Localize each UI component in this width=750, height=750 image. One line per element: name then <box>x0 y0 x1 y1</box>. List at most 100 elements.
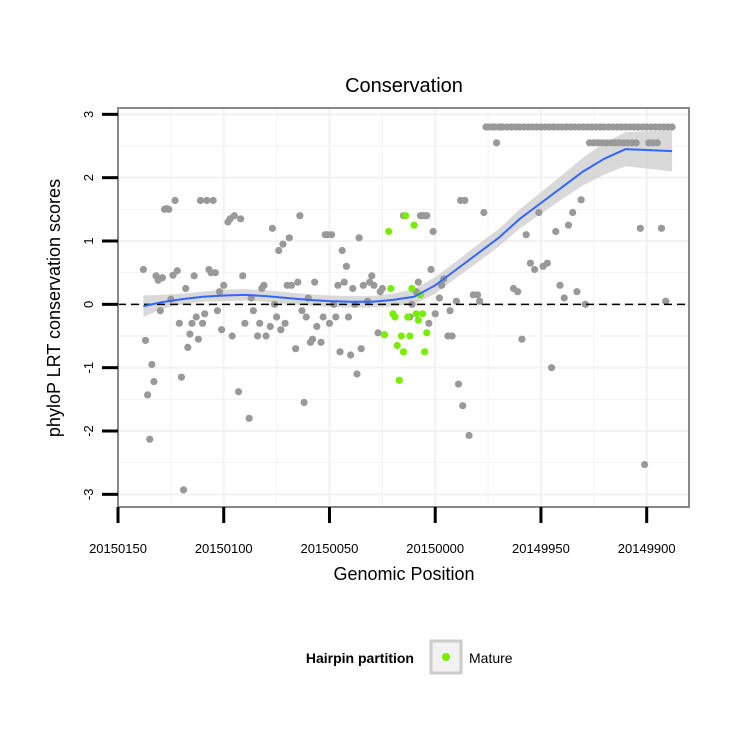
data-point <box>150 378 158 386</box>
data-point <box>141 336 150 345</box>
data-point <box>577 196 585 204</box>
data-point <box>188 319 196 327</box>
data-point <box>209 196 217 205</box>
data-point <box>492 139 501 147</box>
data-point <box>253 332 262 340</box>
chart-title: Conservation <box>345 75 463 97</box>
panel-border <box>117 107 690 508</box>
data-point <box>196 196 205 205</box>
data-point <box>340 278 348 286</box>
data-point <box>156 307 164 315</box>
data-point <box>173 267 181 275</box>
data-point <box>425 319 433 327</box>
data-point <box>459 402 467 410</box>
data-point <box>461 196 469 205</box>
data-point <box>653 139 661 147</box>
data-point <box>175 319 183 327</box>
data-point <box>158 274 167 282</box>
x-tick-label: 20150050 <box>301 541 359 556</box>
data-point <box>268 224 276 232</box>
data-point <box>165 205 173 213</box>
data-point <box>218 326 226 334</box>
data-point <box>262 332 270 340</box>
data-point <box>281 319 289 327</box>
data-point <box>347 351 355 359</box>
data-point <box>657 224 666 232</box>
data-point <box>234 388 243 396</box>
data-point <box>518 335 526 343</box>
data-point <box>514 288 522 296</box>
mature-point <box>408 284 416 293</box>
data-point <box>332 313 340 321</box>
data-point <box>526 259 534 267</box>
data-point <box>522 231 530 239</box>
data-point <box>325 319 334 327</box>
data-point <box>569 208 577 217</box>
data-point <box>249 307 257 315</box>
data-point <box>319 313 327 321</box>
data-point <box>437 281 446 289</box>
mature-point <box>406 332 414 340</box>
data-point <box>317 338 325 346</box>
data-point <box>435 294 444 302</box>
data-point <box>473 291 482 299</box>
y-axis-title: phyloP LRT conservation scores <box>44 179 64 437</box>
data-point <box>349 284 357 293</box>
x-tick-label: 20149950 <box>512 541 570 556</box>
mature-point <box>412 310 420 318</box>
data-point <box>446 307 454 315</box>
y-tick-label: -1 <box>81 362 96 374</box>
legend: Hairpin partition Mature <box>306 639 513 675</box>
x-tick-label: 20150100 <box>195 541 253 556</box>
data-point <box>448 332 456 340</box>
mature-point <box>402 212 410 220</box>
data-point <box>357 345 365 353</box>
data-point <box>241 319 249 327</box>
data-point <box>423 212 431 220</box>
data-point <box>182 284 190 293</box>
data-point <box>640 460 649 469</box>
data-point <box>378 284 386 293</box>
legend-key-mature-dot <box>442 653 450 661</box>
data-point <box>260 281 268 289</box>
data-point <box>203 196 211 205</box>
mature-point <box>421 348 429 356</box>
data-point <box>336 348 344 356</box>
mature-point <box>393 341 401 350</box>
data-point <box>359 281 367 289</box>
data-point <box>452 297 460 305</box>
mature-point <box>385 227 393 236</box>
data-point <box>220 281 228 289</box>
x-axis-title: Genomic Position <box>333 564 474 584</box>
data-point <box>552 227 560 236</box>
data-point <box>668 123 676 131</box>
data-point <box>177 373 186 381</box>
data-point <box>198 319 207 327</box>
data-point <box>228 332 236 340</box>
y-tick-label: 2 <box>81 174 96 181</box>
mature-point <box>395 376 403 384</box>
data-point <box>190 272 198 280</box>
smooth-trend-line <box>143 148 673 308</box>
data-point <box>355 234 363 242</box>
mature-point <box>410 221 418 229</box>
data-point <box>146 435 154 443</box>
data-point <box>298 307 306 315</box>
data-point <box>556 281 564 289</box>
data-point <box>581 300 589 308</box>
data-point <box>308 335 317 343</box>
mature-point <box>380 331 389 339</box>
x-tick-label: 20149900 <box>618 541 676 556</box>
data-point <box>266 322 274 331</box>
mature-point <box>397 332 405 340</box>
data-point <box>342 262 350 270</box>
data-point <box>338 246 346 255</box>
y-tick-label: -2 <box>81 425 96 437</box>
plot-panel: 20150150 20150100 20150050 20150000 20149950… <box>81 107 690 556</box>
data-point <box>275 246 283 255</box>
y-tick-label: -3 <box>81 489 96 501</box>
data-point <box>454 380 463 388</box>
data-point <box>543 259 551 267</box>
data-point <box>287 281 296 289</box>
